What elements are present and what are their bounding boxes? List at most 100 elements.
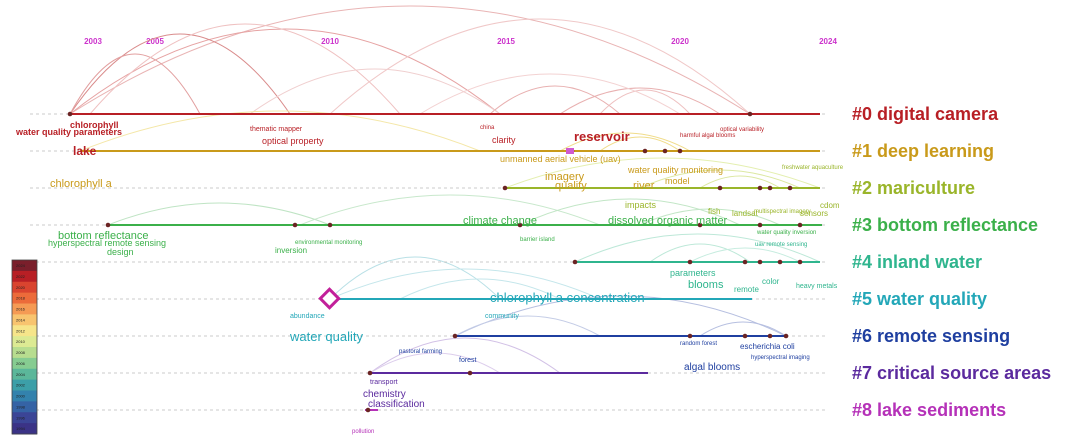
keyword-node xyxy=(767,185,773,191)
keyword-node xyxy=(105,222,111,228)
keyword-label: color xyxy=(762,277,780,286)
year-label: 2005 xyxy=(146,37,164,46)
co-occurrence-arc xyxy=(639,208,781,226)
co-occurrence-arc xyxy=(599,89,691,115)
keyword-label: inversion xyxy=(275,246,307,255)
legend-year-label: 2020 xyxy=(16,285,26,290)
keyword-node xyxy=(467,370,473,376)
co-occurrence-arc xyxy=(519,198,741,226)
keyword-label: model xyxy=(665,176,690,186)
keyword-label: landsat xyxy=(732,209,759,218)
keyword-label: water quality parameters xyxy=(15,127,122,137)
co-occurrence-arc xyxy=(559,87,721,115)
legend-year-label: 1998 xyxy=(16,404,26,409)
co-occurrence-arc xyxy=(699,175,781,189)
keyword-label: harmful algal blooms xyxy=(680,133,735,139)
cluster-label: #8 lake sediments xyxy=(852,400,1006,420)
legend-swatch xyxy=(12,401,37,413)
co-occurrence-arc xyxy=(504,157,821,189)
keyword-label: environmental monitoring xyxy=(295,240,362,246)
co-occurrence-arc xyxy=(489,85,621,115)
co-occurrence-arc xyxy=(699,321,787,337)
co-occurrence-arc xyxy=(69,28,501,115)
keyword-label: imagery xyxy=(545,171,585,183)
keyword-label: optical variability xyxy=(720,127,764,133)
co-occurrence-arc xyxy=(89,23,401,115)
keyword-label: pollution xyxy=(352,429,374,435)
keyword-label: chlorophyll xyxy=(70,120,119,130)
co-occurrence-arc xyxy=(639,169,801,189)
legend-swatch xyxy=(12,270,37,283)
keyword-label: community xyxy=(485,313,519,320)
keyword-label: algal blooms xyxy=(684,362,740,373)
keyword-label: abundance xyxy=(290,313,325,320)
keyword-label: remote xyxy=(734,285,759,294)
keyword-label: fish xyxy=(708,207,720,216)
keyword-label: cdom xyxy=(820,201,840,210)
keyword-label: unmanned aerial vehicle (uav) xyxy=(500,154,621,164)
co-occurrence-arc xyxy=(69,53,201,115)
keyword-label: chemistry xyxy=(363,389,406,400)
keyword-node xyxy=(502,185,508,191)
year-label: 2003 xyxy=(84,37,102,46)
keyword-label: thematic mapper xyxy=(250,126,303,133)
keyword-node xyxy=(662,148,668,154)
legend-year-label: 2000 xyxy=(16,394,26,399)
keyword-label: transport xyxy=(370,379,398,386)
keyword-label: clarity xyxy=(492,135,516,145)
keyword-node xyxy=(687,259,693,265)
legend-year-label: 2016 xyxy=(16,307,26,312)
year-label: 2015 xyxy=(497,37,515,46)
keyword-label: escherichia coli xyxy=(740,342,795,351)
keyword-node xyxy=(757,259,763,265)
co-occurrence-arc xyxy=(329,18,751,115)
legend-swatch xyxy=(12,423,37,435)
legend-year-label: 2004 xyxy=(16,372,26,377)
co-occurrence-arc xyxy=(419,73,681,115)
cluster-label: #6 remote sensing xyxy=(852,326,1010,346)
year-label: 2024 xyxy=(819,37,837,46)
keyword-label: china xyxy=(480,125,495,131)
legend-year-label: 2012 xyxy=(16,328,26,333)
keyword-label: uav remote sensing xyxy=(755,242,807,248)
co-occurrence-arc xyxy=(299,194,601,226)
burst-node xyxy=(318,287,341,310)
co-occurrence-arc xyxy=(69,5,751,115)
co-occurrence-arc xyxy=(249,68,501,115)
legend-swatch xyxy=(12,412,37,424)
keyword-node xyxy=(292,222,298,228)
year-label: 2010 xyxy=(321,37,339,46)
cluster-label: #3 bottom reflectance xyxy=(852,215,1038,235)
cluster-label: #7 critical source areas xyxy=(852,363,1051,383)
keyword-node xyxy=(767,333,773,339)
co-occurrence-arc xyxy=(69,33,291,115)
keyword-label: pastoral farming xyxy=(399,349,442,355)
keyword-node xyxy=(742,333,748,339)
legend-swatch xyxy=(12,390,37,402)
legend-swatch xyxy=(12,314,37,326)
keyword-label: optical property xyxy=(262,136,324,146)
legend-year-label: 2018 xyxy=(16,296,26,301)
keyword-label: parameters xyxy=(670,268,716,278)
keyword-node xyxy=(67,111,73,117)
keyword-label: freshwater aquaculture xyxy=(782,165,844,171)
legend-year-label: 1994 xyxy=(16,426,26,431)
keyword-label: water quality xyxy=(289,329,363,344)
keyword-node xyxy=(757,222,763,228)
legend-swatch xyxy=(12,303,37,315)
legend-year-label: 2024 xyxy=(16,263,26,268)
legend-swatch xyxy=(12,260,37,272)
cluster-label: #4 inland water xyxy=(852,252,982,272)
keyword-label: impacts xyxy=(625,200,657,210)
co-occurrence-arc xyxy=(369,337,561,374)
keyword-node xyxy=(787,185,793,191)
keyword-node xyxy=(687,333,693,339)
keyword-node xyxy=(642,148,648,154)
keyword-node xyxy=(797,259,803,265)
legend-year-label: 2002 xyxy=(16,383,26,388)
keyword-label: sensors xyxy=(800,209,828,218)
keyword-node xyxy=(452,333,458,339)
legend-frame xyxy=(11,259,38,435)
co-occurrence-arc xyxy=(454,295,787,337)
